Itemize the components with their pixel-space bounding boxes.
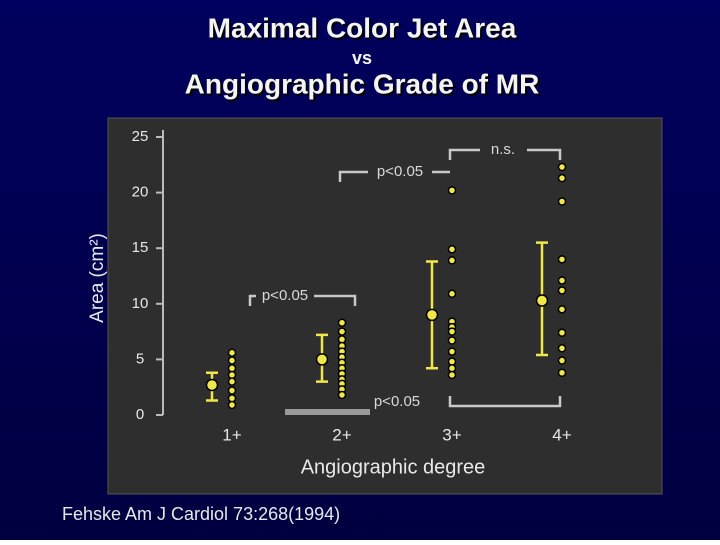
annotation: n.s. — [491, 141, 515, 158]
data-point — [557, 305, 567, 314]
y-tick-label: 10 — [132, 295, 149, 312]
data-point — [447, 347, 457, 356]
plot-panel — [107, 117, 663, 495]
data-point — [447, 256, 457, 265]
bracket-bar — [285, 409, 370, 415]
title-joiner: vs — [352, 48, 372, 68]
data-point — [557, 276, 567, 285]
brackets — [248, 148, 562, 408]
data-point — [557, 286, 567, 295]
data-point — [557, 356, 567, 365]
data-point — [557, 173, 567, 183]
bracket — [338, 170, 368, 182]
x-axis-title: Angiographic degree — [301, 456, 486, 478]
data-point — [557, 328, 567, 337]
data-point — [337, 327, 347, 336]
y-tick-label: 25 — [132, 128, 149, 145]
data-point — [227, 348, 237, 357]
bracket — [448, 396, 562, 408]
data-point — [227, 386, 237, 395]
data-point — [447, 245, 457, 254]
chart-subtitle: Angiographic Grade of MR — [185, 68, 540, 99]
annotation: p<0.05 — [377, 163, 423, 180]
bracket — [248, 294, 256, 306]
data-point — [557, 255, 567, 264]
y-tick-label: 0 — [136, 406, 144, 423]
x-tick-label: 2+ — [332, 425, 351, 444]
annotation: p<0.05 — [262, 287, 308, 304]
bracket — [314, 294, 357, 306]
mean-marker — [205, 378, 219, 392]
title-shadow: Maximal Color Jet Area — [210, 14, 519, 45]
bracket — [527, 148, 562, 160]
data-point — [447, 327, 457, 336]
data-point — [447, 370, 457, 380]
data-point — [227, 400, 237, 410]
data-point — [447, 289, 457, 299]
data-point — [557, 197, 567, 206]
y-tick-label: 20 — [132, 184, 149, 201]
x-tick-label: 3+ — [442, 425, 461, 444]
y-axis-title: Area (cm²) — [87, 233, 108, 323]
data-point — [337, 318, 347, 327]
data-point — [447, 186, 457, 195]
x-tick-label: 1+ — [222, 425, 241, 444]
data-point — [557, 162, 567, 172]
data-point — [447, 336, 457, 345]
data-point — [337, 390, 347, 400]
x-tick-label: 4+ — [552, 425, 571, 444]
data-point — [557, 368, 567, 377]
mean-marker — [425, 308, 439, 322]
source-note: Fehske Am J Cardiol 73:268(1994) — [62, 504, 340, 524]
annotation: p<0.05 — [374, 393, 420, 410]
y-tick-label: 5 — [136, 350, 144, 367]
data-point — [227, 356, 237, 365]
y-tick-label: 15 — [132, 239, 149, 256]
data-point — [557, 344, 567, 353]
data-point — [227, 377, 237, 386]
mean-marker — [535, 294, 549, 307]
mean-marker — [315, 353, 329, 366]
chart-title: Maximal Color Jet Area — [208, 12, 517, 43]
subtitle-shadow: Angiographic Grade of MR — [187, 70, 542, 101]
bracket — [448, 148, 480, 160]
